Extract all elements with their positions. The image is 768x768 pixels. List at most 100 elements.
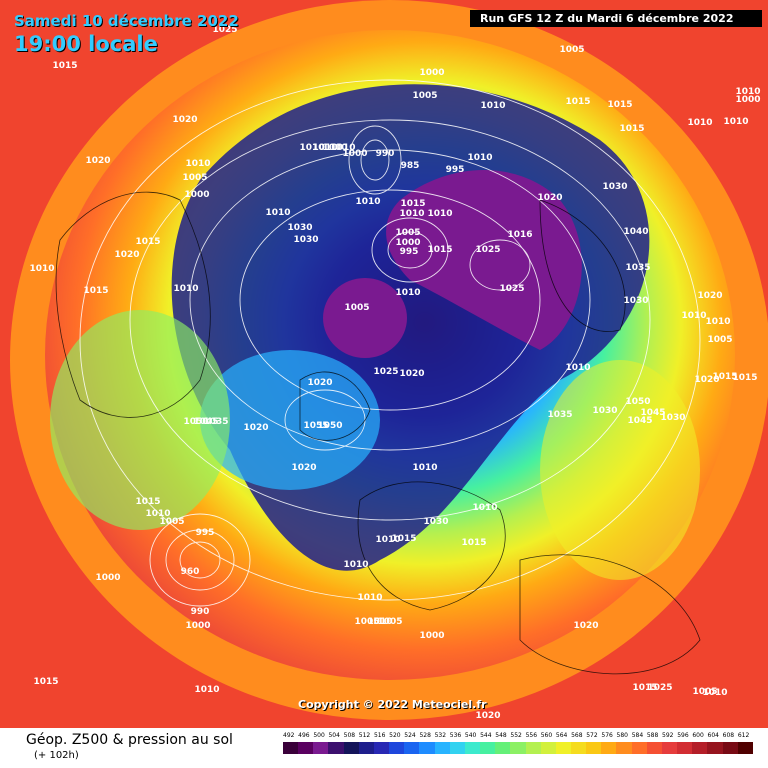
- isobar-label: 1020: [475, 711, 500, 721]
- isobar-label: 1020: [307, 378, 332, 388]
- isobar-label: 1050: [625, 397, 650, 407]
- model-run-label: Run GFS 12 Z du Mardi 6 décembre 2022: [470, 10, 762, 27]
- isobar-label: 1010: [299, 143, 324, 153]
- legend-swatch: [677, 742, 693, 754]
- legend-tick-label: 524: [404, 732, 416, 739]
- legend-tick-label: 576: [601, 732, 613, 739]
- isobar-label: 1005: [559, 45, 584, 55]
- isobar-label: 1010: [702, 688, 727, 698]
- isobar-label: 1010: [145, 509, 170, 519]
- legend-swatch: [328, 742, 344, 754]
- isobar-label: 1030: [287, 223, 312, 233]
- isobar-label: 1030: [602, 182, 627, 192]
- isobar-label: 1015: [712, 372, 737, 382]
- isobar-label: 1015: [619, 124, 644, 134]
- isobar-label: 1000: [342, 149, 367, 159]
- isobar-label: 1015: [565, 97, 590, 107]
- isobar-label: 1025: [212, 25, 237, 35]
- isobar-label: 990: [191, 607, 210, 617]
- isobar-label: 1005: [707, 335, 732, 345]
- isobar-label: 1015: [400, 199, 425, 209]
- legend-tick-label: 536: [449, 732, 462, 739]
- legend-swatch: [661, 742, 678, 754]
- isobar-label: 1025: [499, 284, 524, 294]
- isobar-label: 1005: [354, 617, 379, 627]
- isobar-label: 1010: [681, 311, 706, 321]
- legend-tick-label: 600: [692, 732, 704, 739]
- isobar-label: 1050: [183, 417, 208, 427]
- isobar-label: 1010: [185, 159, 210, 169]
- isobar-label: 1010: [399, 209, 424, 219]
- isobar-label: 1000: [184, 190, 209, 200]
- isobar-label: 1010: [565, 363, 590, 373]
- legend-tick-label: 520: [389, 732, 401, 739]
- isobar-label: 1015: [461, 538, 486, 548]
- isobar-label: 1010: [705, 317, 730, 327]
- isobar-label: 1010: [735, 87, 760, 97]
- isobar-label: 1050: [317, 421, 342, 431]
- isobar-label: 1000: [322, 143, 347, 153]
- isobar-label: 995: [196, 528, 215, 538]
- isobar-label: 1030: [660, 413, 685, 423]
- legend-tick-label: 528: [419, 732, 431, 739]
- legend-swatch: [631, 742, 647, 754]
- legend-tick-label: 540: [464, 732, 477, 739]
- ridge-yellow: [540, 360, 700, 580]
- isobar-label: 1020: [399, 369, 424, 379]
- isobar-label: 1000: [419, 68, 444, 78]
- legend-tick-label: 560: [540, 732, 553, 739]
- isobar-label: 1020: [697, 291, 722, 301]
- isobar-label: 1020: [114, 250, 139, 260]
- legend-tick-label: 556: [525, 732, 538, 739]
- low-purple-1: [386, 170, 582, 350]
- legend-swatch: [707, 742, 723, 754]
- isobar-label: 1010: [687, 118, 712, 128]
- isobar-label: 990: [376, 149, 395, 159]
- legend-footer: Géop. Z500 & pression au sol (+ 102h) 49…: [0, 728, 768, 768]
- legend-tick-label: 604: [707, 732, 719, 739]
- legend-swatch: [646, 742, 662, 754]
- isobar-label: 1005: [412, 91, 437, 101]
- isobar-label: 1055: [303, 421, 328, 431]
- isobar-label: 1010: [723, 117, 748, 127]
- isobar-label: 1000: [185, 621, 210, 631]
- legend-swatch: [722, 742, 738, 754]
- isobars: [79, 79, 701, 607]
- isobar-label: 1020: [537, 193, 562, 203]
- isobar-label: 1010: [480, 101, 505, 111]
- legend-tick-label: 544: [480, 732, 492, 739]
- isobar-label: 1020: [172, 115, 197, 125]
- isobar-label: 1010: [29, 264, 54, 274]
- isobar-label: 1020: [573, 621, 598, 631]
- isobar-label: 1045: [640, 408, 665, 418]
- legend-swatch: [570, 742, 587, 754]
- isobar-label: 1040: [623, 227, 648, 237]
- legend-swatch: [586, 742, 602, 754]
- legend-swatch: [419, 742, 435, 754]
- isobar-label: 1035: [203, 417, 228, 427]
- legend-swatch: [525, 742, 541, 754]
- isobar-label: 960: [181, 567, 200, 577]
- legend-swatch: [737, 742, 753, 754]
- isobar-label: 1010: [194, 685, 219, 695]
- isobar-label: 1020: [291, 463, 316, 473]
- legend-scale: [283, 742, 753, 754]
- isobar-label: 1030: [293, 235, 318, 245]
- legend-tick-label: 608: [722, 732, 735, 739]
- isobar-label: 1020: [694, 375, 719, 385]
- isobar-label: 1010: [412, 463, 437, 473]
- isobar-label: 1010: [265, 208, 290, 218]
- isobar-label: 1010: [343, 560, 368, 570]
- legend-swatch: [313, 742, 329, 754]
- forecast-date: Samedi 10 décembre 2022: [14, 12, 239, 30]
- isobar-label: 1025: [373, 367, 398, 377]
- legend-swatch: [480, 742, 496, 754]
- isobar-label: 1030: [592, 406, 617, 416]
- legend-swatch: [616, 742, 632, 754]
- legend-swatch: [434, 742, 450, 754]
- isobar-label: 1015: [391, 534, 416, 544]
- isobar-label: 1010: [375, 535, 400, 545]
- isobar-label: 1015: [33, 677, 58, 687]
